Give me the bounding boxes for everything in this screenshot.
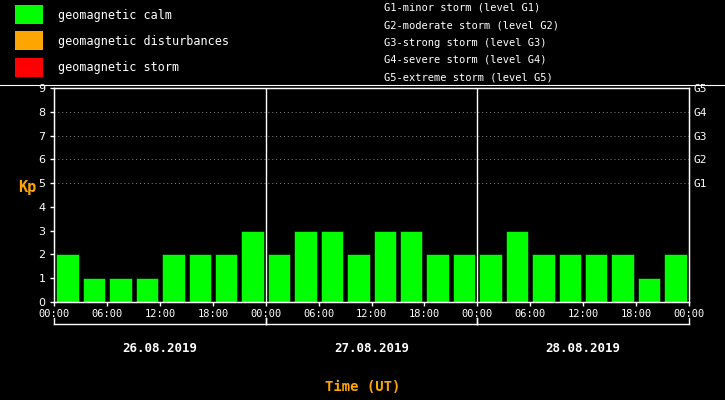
Text: G2-moderate storm (level G2): G2-moderate storm (level G2) bbox=[384, 20, 559, 30]
Bar bbox=[320, 231, 343, 302]
Bar bbox=[241, 231, 264, 302]
Bar bbox=[294, 231, 317, 302]
Bar bbox=[215, 254, 237, 302]
Bar bbox=[426, 254, 449, 302]
Bar bbox=[188, 254, 211, 302]
Bar bbox=[638, 278, 660, 302]
Bar bbox=[347, 254, 370, 302]
Text: geomagnetic storm: geomagnetic storm bbox=[59, 62, 180, 74]
Text: Time (UT): Time (UT) bbox=[325, 380, 400, 394]
Text: G3-strong storm (level G3): G3-strong storm (level G3) bbox=[384, 38, 547, 48]
Bar bbox=[162, 254, 185, 302]
Text: 26.08.2019: 26.08.2019 bbox=[123, 342, 198, 355]
Bar bbox=[585, 254, 608, 302]
Bar bbox=[373, 231, 396, 302]
Bar bbox=[479, 254, 502, 302]
Bar bbox=[611, 254, 634, 302]
Bar bbox=[506, 231, 529, 302]
Text: geomagnetic calm: geomagnetic calm bbox=[59, 9, 173, 22]
Bar bbox=[664, 254, 687, 302]
Bar bbox=[136, 278, 158, 302]
Bar bbox=[15, 5, 44, 24]
Text: G4-severe storm (level G4): G4-severe storm (level G4) bbox=[384, 55, 547, 65]
Text: 27.08.2019: 27.08.2019 bbox=[334, 342, 409, 355]
Bar bbox=[57, 254, 79, 302]
Bar bbox=[109, 278, 132, 302]
Text: 28.08.2019: 28.08.2019 bbox=[545, 342, 621, 355]
Bar bbox=[268, 254, 290, 302]
Y-axis label: Kp: Kp bbox=[18, 180, 36, 195]
Bar bbox=[400, 231, 423, 302]
Bar bbox=[83, 278, 105, 302]
Text: G5-extreme storm (level G5): G5-extreme storm (level G5) bbox=[384, 72, 552, 82]
Bar bbox=[558, 254, 581, 302]
Bar bbox=[532, 254, 555, 302]
Bar bbox=[15, 58, 44, 76]
Text: geomagnetic disturbances: geomagnetic disturbances bbox=[59, 35, 229, 48]
Bar bbox=[453, 254, 476, 302]
Bar bbox=[15, 32, 44, 50]
Text: G1-minor storm (level G1): G1-minor storm (level G1) bbox=[384, 3, 540, 13]
